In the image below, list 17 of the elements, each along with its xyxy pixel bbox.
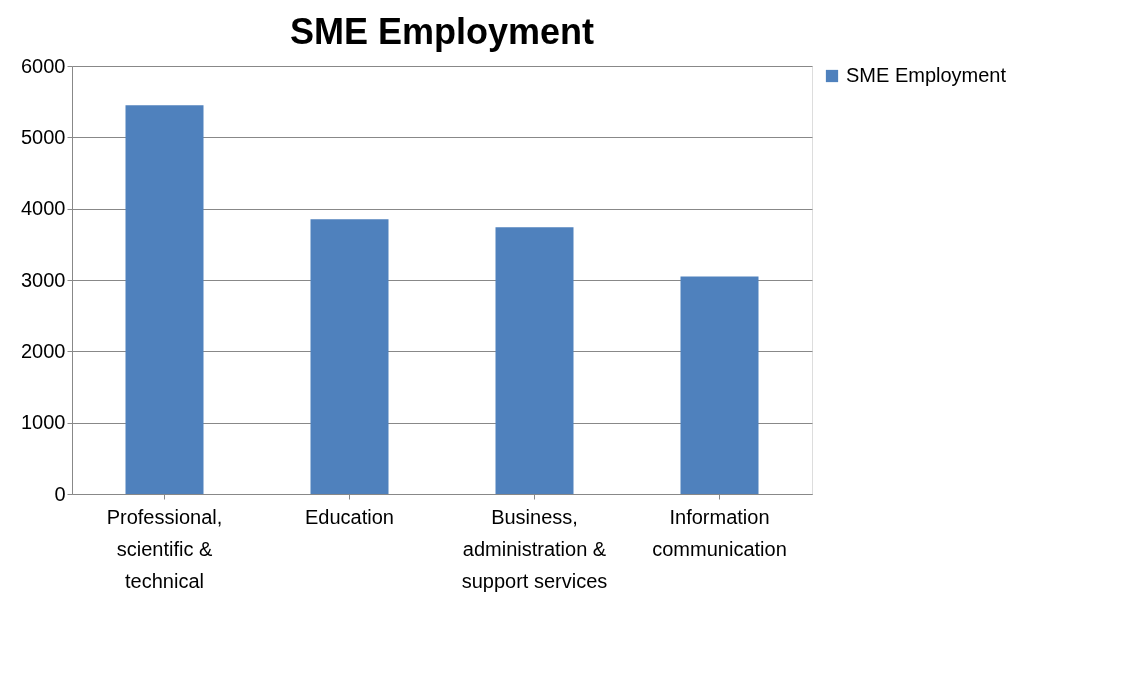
bar: [310, 219, 389, 494]
bar: [495, 227, 574, 494]
bar: [680, 276, 759, 494]
y-tick-label: 1000: [21, 411, 66, 434]
y-tick-label: 2000: [21, 339, 66, 362]
x-tick-label: Professional, scientific & technical: [106, 505, 223, 592]
x-tick-label: Education: [305, 505, 394, 528]
chart-title: SME Employment: [289, 11, 595, 52]
y-tick-label: 6000: [21, 54, 66, 77]
y-tick-label: 4000: [21, 197, 66, 220]
bar: [125, 105, 204, 494]
x-tick-label: Business, administration & support services: [461, 505, 608, 592]
legend-label: SME Employment: [846, 64, 1007, 86]
y-tick-label: 3000: [21, 268, 66, 291]
y-tick-label: 0: [54, 482, 66, 505]
x-tick-label: Information communication: [652, 505, 787, 560]
y-tick-label: 5000: [21, 125, 66, 148]
